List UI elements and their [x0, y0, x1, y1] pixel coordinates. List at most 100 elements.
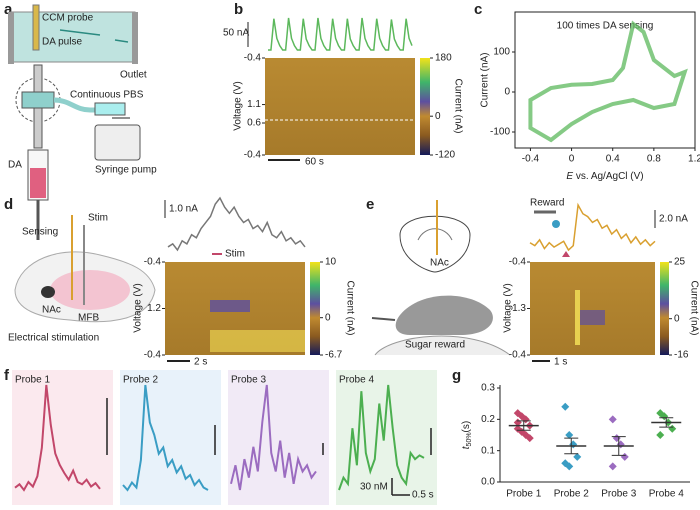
brain-slice — [399, 215, 471, 273]
y-tick-label: 100 — [493, 47, 510, 58]
y-tick-label: -0.4 — [144, 257, 162, 268]
scale-label: 50 nA — [223, 28, 249, 39]
reward-marker — [562, 251, 570, 257]
point — [561, 402, 570, 411]
trace — [122, 384, 209, 492]
panel-c: c 100 times DA sensing Current (nA) E vs… — [474, 1, 696, 182]
point — [573, 452, 582, 461]
y-tick-label: -0.4 — [244, 150, 262, 161]
y-tick-label: 0.1 — [481, 445, 495, 456]
syringe-pump — [94, 124, 141, 161]
y-tick-label: -100 — [490, 127, 510, 138]
drop — [552, 220, 560, 228]
panel-label: b — [234, 1, 243, 18]
trace — [268, 17, 413, 51]
y-label: t50%(s) — [461, 421, 473, 449]
scale-label: 2.0 nA — [659, 214, 688, 225]
x-label: E vs. Ag/AgCl (V) — [566, 171, 643, 182]
colorbar-tick-label: -120 — [435, 150, 455, 161]
x-tick-label: -0.4 — [522, 154, 540, 165]
brain-outline — [417, 228, 453, 241]
point — [620, 452, 629, 461]
trace — [529, 202, 656, 252]
colorbar-tick-label: -16 — [674, 350, 689, 361]
panel-d: d Stim Sensing NAc MFB Electrical stimul… — [4, 196, 355, 368]
point — [616, 440, 625, 449]
probe-name: Probe 3 — [231, 375, 266, 386]
trace — [230, 384, 317, 491]
x-tick-label: Probe 1 — [506, 489, 541, 500]
annotation: 100 times DA sensing — [557, 21, 654, 32]
y-tick-label: 1.2 — [147, 303, 161, 314]
panel-label: d — [4, 196, 13, 213]
label: NAc — [42, 305, 61, 316]
label: NAc — [430, 258, 449, 269]
scale-label: 30 nM — [360, 482, 388, 493]
colorbar-tick-label: 0 — [674, 313, 680, 324]
heatmap-feature — [210, 330, 305, 352]
heatmap-feature — [210, 300, 250, 312]
scale-label: 0.5 s — [412, 490, 434, 501]
brain — [50, 270, 130, 310]
panel-a: a CCM probe DA pulse Outlet Continuous P… — [4, 1, 157, 240]
label: CCM probe — [42, 13, 94, 24]
error-bar — [564, 437, 579, 455]
x-tick-label: Probe 4 — [649, 489, 684, 500]
x-tick-label: 1.2 — [688, 154, 700, 165]
label: Reward — [530, 198, 564, 209]
spout — [371, 317, 396, 321]
point — [612, 434, 621, 443]
heatmap — [265, 58, 415, 155]
colorbar-tick-label: 0 — [325, 312, 331, 323]
x-tick-label: Probe 3 — [601, 489, 636, 500]
colorbar-tick-label: 10 — [325, 257, 337, 268]
label: Continuous PBS — [70, 90, 144, 101]
x-tick-label: 0.4 — [606, 154, 620, 165]
heatmap-feature — [580, 310, 605, 325]
colorbar-label: Current (nA) — [344, 280, 355, 335]
probe-box — [228, 370, 329, 505]
point — [565, 462, 574, 471]
cv-curve — [528, 20, 688, 143]
colorbar — [310, 262, 320, 355]
label: Stim — [88, 213, 108, 224]
y-tick-label: 0.3 — [481, 383, 495, 394]
point — [656, 431, 665, 439]
caption: Sugar reward — [405, 340, 465, 351]
scale-label: 60 s — [305, 157, 324, 168]
label: DA pulse — [42, 37, 82, 48]
scale-label: 1.0 nA — [169, 204, 198, 215]
error-bar — [659, 417, 674, 428]
y-tick-label: -0.4 — [509, 350, 527, 361]
junction-body — [21, 91, 55, 109]
label: Syringe pump — [95, 165, 157, 176]
probe-name: Probe 1 — [15, 375, 50, 386]
colorbar — [660, 262, 669, 355]
colorbar-tick-label: 25 — [674, 257, 686, 268]
tube — [33, 107, 43, 149]
error-bar — [516, 420, 531, 431]
panel-label: f — [4, 367, 10, 384]
trace — [14, 384, 101, 492]
label: Sensing — [22, 227, 58, 238]
marker-label: Stim — [225, 249, 245, 260]
tube — [53, 97, 100, 113]
colorbar-tick-label: -6.7 — [325, 350, 343, 361]
flow-arrow — [59, 29, 129, 43]
x-tick-label: 0.8 — [647, 154, 661, 165]
colorbar — [420, 58, 430, 155]
colorbar-label: Current (nA) — [688, 280, 699, 335]
y-tick-label: 1.1 — [247, 99, 261, 110]
panel-label: g — [452, 367, 461, 384]
panel-label: a — [4, 1, 13, 18]
y-label: Voltage (V) — [133, 283, 144, 332]
wall — [132, 12, 138, 64]
point — [569, 440, 578, 449]
heatmap — [530, 262, 655, 355]
probe-name: Probe 2 — [123, 375, 158, 386]
plot-frame — [514, 11, 696, 149]
y-tick-label: 0.2 — [481, 414, 495, 425]
probe — [32, 4, 40, 51]
y-tick-label: 1.3 — [512, 303, 526, 314]
